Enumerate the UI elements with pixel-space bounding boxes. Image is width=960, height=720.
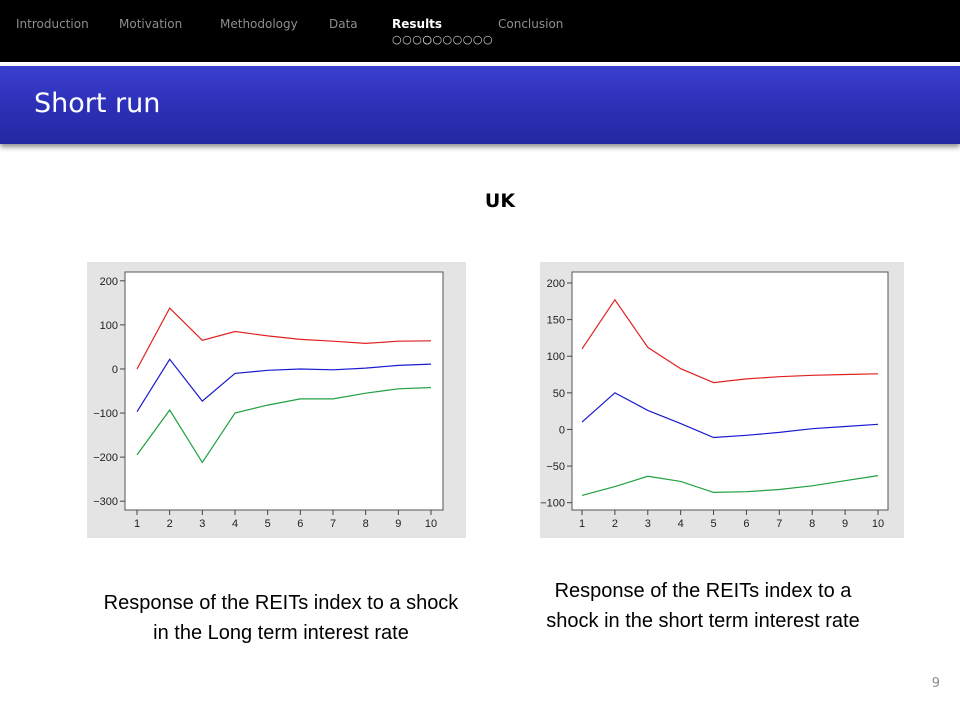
long-term-series-response: [136, 358, 432, 413]
short-term-y-tick-label: −100: [540, 498, 565, 510]
title-bar: Short run: [0, 66, 960, 144]
short-term-y-tick-label: 50: [553, 388, 565, 400]
short-term-series-response: [581, 392, 879, 439]
long-term-y-tick-label: 0: [112, 364, 118, 376]
short-term-y-tick-label: −50: [546, 461, 565, 473]
progress-dot[interactable]: ○: [392, 33, 403, 46]
long-term-x-tick-label: 4: [232, 518, 238, 530]
nav-section-introduction[interactable]: Introduction: [16, 17, 89, 31]
caption-long-term: Response of the REITs index to a shock i…: [103, 592, 459, 644]
short-term-x-tick-label: 4: [678, 518, 684, 530]
long-term-x-tick-label: 1: [134, 518, 140, 530]
short-term-x-tick-label: 5: [710, 518, 716, 530]
long-term-y-tick-label: −300: [93, 496, 118, 508]
short-term-y-tick-label: 100: [547, 351, 565, 363]
chart-svg-long-term: 200 100 0 −100 −200 −300 1 2 3 4 5 6 7 8 9 10: [93, 271, 444, 530]
long-term-y-tick-label: 200: [100, 276, 118, 288]
progress-dot[interactable]: ○: [482, 33, 494, 46]
short-term-x-tick-label: 1: [579, 518, 585, 530]
chart-svg-short-term: 200 150 100 50 0 −50 −100 1 2 3 4 5 6 7 8 9 10: [540, 271, 889, 530]
short-term-series-lower: [581, 475, 879, 496]
long-term-x-tick-label: 10: [425, 518, 437, 530]
nav-section-results[interactable]: Results: [392, 17, 443, 31]
long-term-y-tick-label: −200: [93, 452, 118, 464]
short-term-x-tick-label: 9: [842, 518, 848, 530]
long-term-x-tick-label: 5: [265, 518, 271, 530]
chart-short-term-rate: 200 150 100 50 0 −50 −100 1 2 3 4 5 6 7 8 9 10: [540, 262, 904, 538]
progress-dot[interactable]: ○: [402, 33, 413, 46]
caption-short-term: Response of the REITs index to a shock i…: [546, 580, 860, 632]
slide-subtitle: UK: [484, 190, 516, 212]
nav-section-conclusion[interactable]: Conclusion: [498, 17, 564, 31]
short-term-y-tick-label: 200: [547, 278, 565, 290]
short-term-y-tick-label: 150: [547, 315, 565, 327]
long-term-x-tick-label: 8: [363, 518, 369, 530]
short-term-x-tick-label: 10: [872, 518, 884, 530]
slide-title: Short run: [34, 88, 161, 119]
progress-dot[interactable]: ○: [442, 33, 453, 46]
nav-section-motivation[interactable]: Motivation: [119, 17, 183, 31]
short-term-x-tick-label: 6: [743, 518, 749, 530]
long-term-y-tick-label: −100: [93, 408, 118, 420]
nav-section-data[interactable]: Data: [329, 17, 358, 31]
long-term-x-tick-label: 3: [199, 518, 205, 530]
long-term-plot-area: [124, 271, 444, 511]
slide-progress-dots[interactable]: ○○○○○○○○○○: [392, 33, 493, 46]
short-term-x-tick-label: 2: [612, 518, 618, 530]
short-term-x-tick-label: 3: [645, 518, 651, 530]
long-term-x-tick-label: 9: [395, 518, 401, 530]
navigation-bar: Introduction Motivation Methodology Data…: [0, 0, 960, 62]
short-term-x-tick-label: 7: [776, 518, 782, 530]
long-term-series-lower: [136, 386, 432, 464]
progress-dot[interactable]: ○: [412, 33, 423, 46]
progress-dot[interactable]: ○: [432, 33, 443, 46]
nav-section-methodology[interactable]: Methodology: [220, 17, 298, 31]
short-term-series-upper: [581, 298, 879, 384]
page-number: 9: [931, 676, 940, 691]
progress-dot[interactable]: ○: [462, 33, 473, 46]
long-term-x-tick-label: 2: [167, 518, 173, 530]
long-term-x-tick-label: 7: [330, 518, 336, 530]
long-term-x-tick-label: 6: [297, 518, 303, 530]
chart-long-term-rate: 200 100 0 −100 −200 −300 1 2 3 4 5 6 7 8 9 10: [87, 262, 466, 538]
short-term-x-tick-label: 8: [809, 518, 815, 530]
progress-dot-current[interactable]: ○: [422, 33, 433, 46]
progress-dot[interactable]: ○: [452, 33, 463, 46]
long-term-series-upper: [136, 307, 432, 370]
short-term-plot-area: [571, 271, 889, 511]
long-term-y-tick-label: 100: [100, 320, 118, 332]
short-term-y-tick-label: 0: [559, 424, 565, 436]
progress-dot[interactable]: ○: [472, 33, 483, 46]
